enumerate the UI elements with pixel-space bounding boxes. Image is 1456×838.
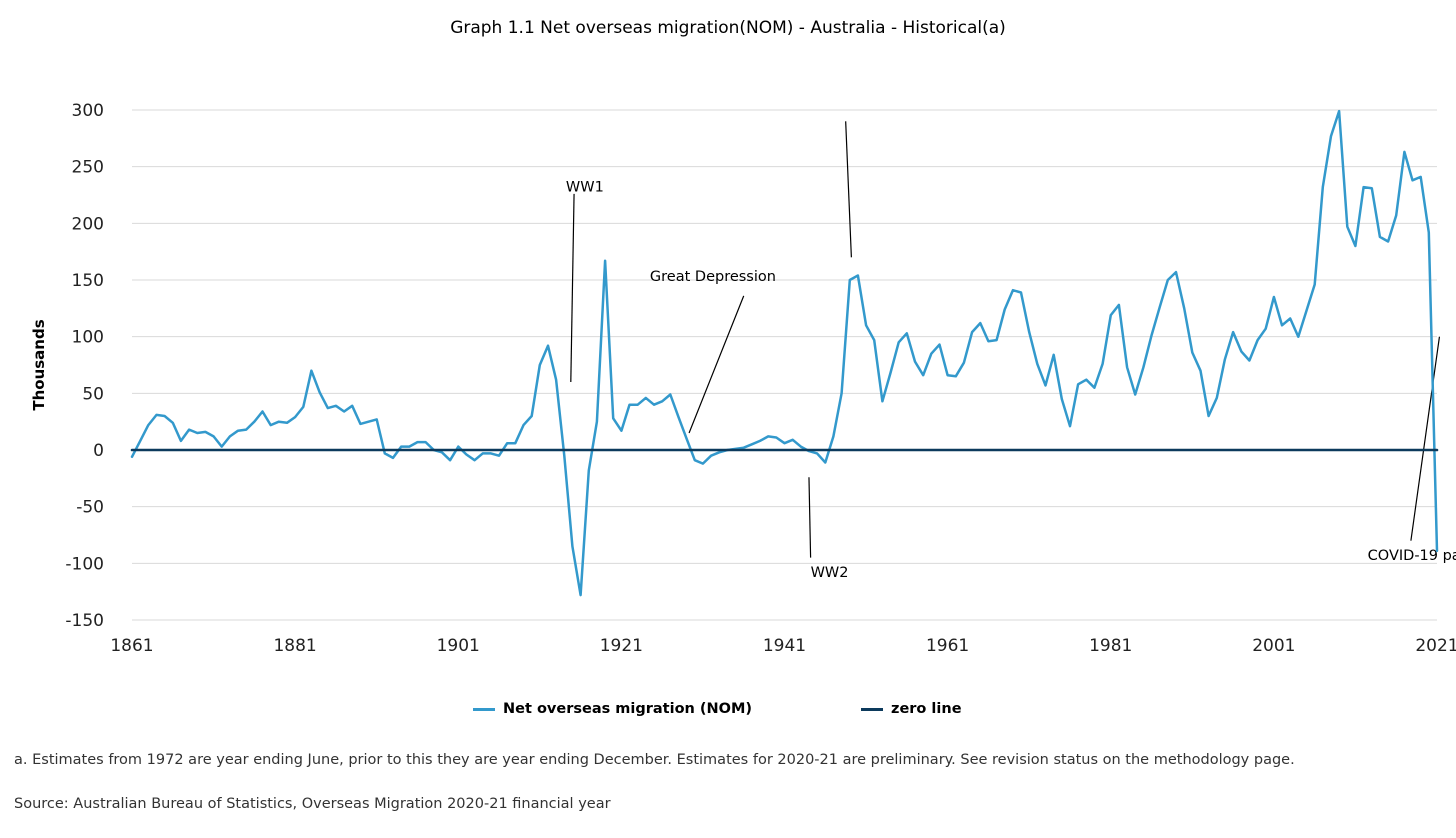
y-tick-label: 100	[72, 328, 104, 348]
annotation-label: Post-war migration program	[768, 89, 971, 105]
chart-title: Graph 1.1 Net overseas migration(NOM) - …	[450, 18, 1006, 38]
x-tick-label: 1881	[273, 636, 316, 656]
annotation-leader	[688, 295, 745, 434]
source-note: Source: Australian Bureau of Statistics,…	[14, 796, 611, 812]
annotation-label: COVID-19 pandemic	[1368, 548, 1456, 564]
y-tick-label: 250	[72, 158, 104, 178]
annotation-leader	[570, 193, 575, 383]
y-tick-label: -100	[65, 554, 104, 574]
x-tick-label: 1981	[1089, 636, 1132, 656]
y-tick-label: -150	[65, 611, 104, 631]
annotations: WW1 Great Depression WW2 Post-war migration…	[566, 89, 1456, 581]
y-tick-label: 200	[72, 214, 104, 234]
x-tick-label: 2021	[1415, 636, 1456, 656]
x-tick-label: 2001	[1252, 636, 1295, 656]
x-tick-label: 1861	[110, 636, 153, 656]
x-tick-label: 1941	[763, 636, 806, 656]
x-axis-ticks: 1861 1881 1901 1921 1941 1961 1981 2001 2021	[110, 636, 1456, 656]
series-layer	[130, 109, 1439, 597]
x-tick-label: 1961	[926, 636, 969, 656]
y-tick-label: -50	[76, 498, 104, 518]
x-tick-label: 1921	[600, 636, 643, 656]
legend-label-zero: zero line	[891, 701, 962, 717]
y-tick-label: 50	[82, 384, 104, 404]
legend-swatch-zero	[861, 707, 883, 711]
chart-plot: 300 250 200 150 100 50 0 -50 -100 -150 1861 1881 19…	[30, 89, 1456, 656]
annotation-label: Great Depression	[650, 269, 776, 285]
y-axis-label: Thousands	[30, 319, 48, 410]
y-tick-label: 300	[72, 101, 104, 121]
series-line-nom	[130, 109, 1439, 597]
y-tick-label: 0	[93, 441, 104, 461]
legend-item-nom: Net overseas migration (NOM)	[473, 701, 752, 717]
annotation-label: WW1	[566, 180, 604, 196]
footnote: a. Estimates from 1972 are year ending J…	[14, 752, 1295, 768]
annotation-label: WW2	[811, 565, 849, 581]
y-axis-ticks: 300 250 200 150 100 50 0 -50 -100 -150	[65, 101, 104, 631]
annotation-leader	[845, 121, 852, 258]
x-tick-label: 1901	[437, 636, 480, 656]
grid-lines	[132, 109, 1437, 621]
legend-item-zero: zero line	[861, 701, 962, 717]
annotation-leader	[1410, 336, 1441, 541]
legend-label-nom: Net overseas migration (NOM)	[503, 701, 753, 717]
y-tick-label: 150	[72, 271, 104, 291]
legend-swatch-nom	[473, 707, 495, 711]
annotation-leader	[808, 477, 812, 558]
